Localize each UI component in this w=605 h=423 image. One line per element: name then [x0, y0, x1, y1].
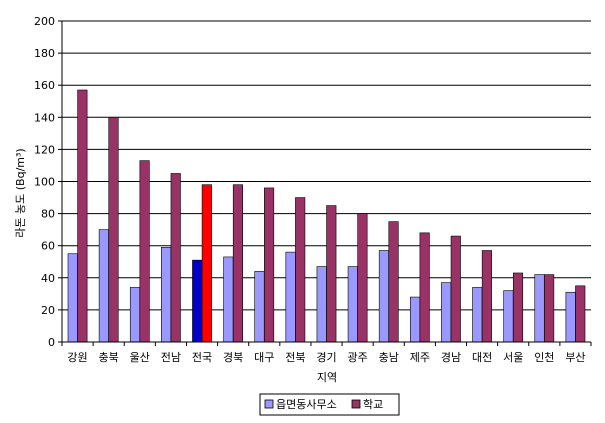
x-axis-title: 지역 — [317, 371, 337, 384]
bar-eupmyeondong-10 — [378, 250, 389, 343]
bar-school-4 — [201, 184, 212, 343]
x-tick-label: 전국 — [192, 351, 212, 364]
bar-school-10 — [388, 221, 399, 343]
x-tick-label: 부산 — [565, 351, 585, 364]
bar-eupmyeondong-13 — [472, 287, 483, 343]
bar-eupmyeondong-5 — [223, 256, 234, 343]
legend-label-school: 학교 — [363, 398, 383, 411]
x-tick-label: 서울 — [503, 351, 523, 364]
bar-school-9 — [357, 213, 368, 343]
y-tick-label: 20 — [41, 304, 55, 317]
bar-school-1 — [108, 117, 119, 343]
bar-eupmyeondong-9 — [347, 266, 358, 343]
bar-eupmyeondong-7 — [285, 251, 296, 343]
bar-school-3 — [170, 173, 181, 343]
bar-eupmyeondong-15 — [534, 274, 545, 343]
bar-school-8 — [326, 205, 337, 343]
bar-school-6 — [264, 187, 275, 343]
x-tick-label: 충북 — [99, 351, 119, 364]
y-tick-label: 160 — [34, 79, 55, 92]
y-tick-label: 140 — [34, 111, 55, 124]
y-tick-label: 100 — [34, 176, 55, 189]
x-tick-label: 인천 — [534, 350, 554, 364]
x-tick-label: 제주 — [410, 351, 430, 364]
bar-eupmyeondong-8 — [316, 266, 327, 343]
x-tick-label: 경기 — [316, 351, 336, 364]
x-tick-label: 울산 — [130, 351, 150, 364]
bar-school-2 — [139, 160, 150, 343]
legend-swatch-eupmyeondong — [264, 399, 274, 409]
x-tick-label: 전남 — [161, 351, 181, 364]
bar-eupmyeondong-0 — [67, 253, 78, 343]
bar-school-16 — [575, 285, 586, 343]
y-tick-label: 200 — [34, 15, 55, 28]
bar-eupmyeondong-4 — [192, 259, 203, 343]
bar-eupmyeondong-11 — [409, 296, 421, 343]
y-tick-label: 60 — [41, 240, 55, 253]
legend: 읍면동사무소 학교 — [259, 393, 400, 416]
x-tick-label: 충남 — [379, 351, 399, 364]
bar-eupmyeondong-1 — [98, 229, 109, 343]
bar-eupmyeondong-14 — [503, 290, 514, 343]
x-tick-label: 경남 — [441, 351, 461, 364]
x-tick-labels: 강원 충북 울산 전남 전국 경북 대구 전북 경기 광주 충남 제주 경남 대전 서울 인천 부산 — [61, 342, 592, 364]
gridlines — [62, 20, 591, 311]
x-tick-label: 경북 — [223, 351, 243, 364]
bars — [67, 89, 586, 343]
y-tick-label: 120 — [34, 143, 55, 156]
bar-eupmyeondong-6 — [254, 271, 265, 343]
x-tick-label: 광주 — [347, 351, 367, 364]
y-tick-label: 180 — [34, 47, 55, 60]
bar-school-7 — [295, 197, 306, 343]
x-tick-label: 대전 — [472, 351, 492, 364]
y-tick-label: 0 — [48, 336, 55, 349]
bar-school-11 — [419, 232, 430, 343]
y-axis-title: 라돈 농도 (Bq/m³) — [14, 148, 27, 237]
x-tick-label: 대구 — [254, 351, 274, 364]
bar-school-0 — [77, 89, 88, 343]
legend-label-eupmyeondong: 읍면동사무소 — [276, 398, 337, 411]
bar-school-12 — [450, 235, 461, 343]
y-tick-label: 40 — [41, 272, 55, 285]
legend-box — [259, 393, 400, 416]
bar-school-5 — [232, 184, 244, 343]
bar-eupmyeondong-2 — [129, 287, 141, 343]
bar-eupmyeondong-12 — [441, 282, 452, 343]
bar-eupmyeondong-16 — [565, 291, 576, 343]
x-tick-label: 전북 — [285, 351, 305, 364]
bar-school-13 — [481, 250, 492, 343]
x-tick-label: 강원 — [67, 351, 87, 364]
legend-swatch-school — [351, 399, 361, 409]
bar-school-14 — [512, 272, 524, 343]
y-tick-label: 80 — [41, 208, 55, 221]
bar-eupmyeondong-3 — [161, 247, 172, 343]
bar-school-15 — [544, 274, 555, 343]
y-tick-labels: 0 20 40 60 80 100 120 140 160 180 200 — [34, 15, 62, 349]
